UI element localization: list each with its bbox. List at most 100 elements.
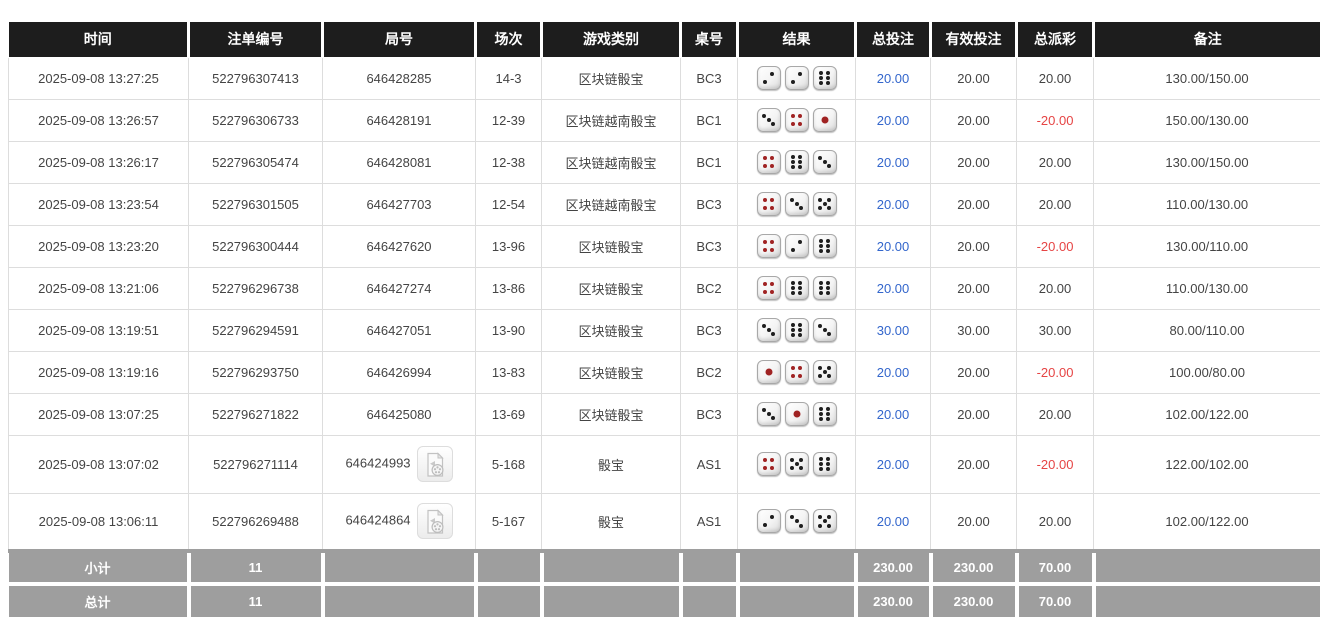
cell-valid-bet: 20.00 [930, 56, 1017, 100]
subtotal-empty-cell [539, 549, 681, 584]
total-empty-cell [1091, 582, 1320, 617]
dice-2-icon [756, 509, 781, 534]
cell-remark: 110.00/130.00 [1093, 266, 1320, 310]
cell-time: 2025-09-08 13:19:16 [8, 350, 189, 394]
cell-game-type: 区块链骰宝 [541, 56, 681, 100]
round-id-text: 646428081 [366, 154, 432, 170]
cell-round-id: 646427274 [322, 266, 476, 310]
table-row: 2025-09-08 13:07:25 522796271822 646425080… [8, 392, 1320, 436]
subtotal-valid-bet: 230.00 [928, 549, 1017, 584]
dice-3-icon [756, 318, 781, 342]
cell-result [737, 350, 856, 394]
cell-session: 5-167 [475, 492, 542, 552]
cell-total-bet[interactable]: 20.00 [855, 56, 931, 100]
subtotal-total-payout: 70.00 [1014, 549, 1094, 584]
table-row: 2025-09-08 13:23:54 522796301505 646427703… [8, 182, 1320, 226]
subtotal-empty-cell [678, 549, 738, 584]
cell-valid-bet: 20.00 [930, 350, 1017, 394]
total-total-bet: 230.00 [853, 582, 931, 617]
cell-valid-bet: 20.00 [930, 266, 1017, 310]
cell-remark: 80.00/110.00 [1093, 308, 1320, 352]
cell-remark: 130.00/150.00 [1093, 140, 1320, 184]
cell-total-bet[interactable]: 20.00 [855, 140, 931, 184]
dice-6-icon [812, 452, 837, 476]
round-id-text: 646427274 [366, 280, 432, 296]
cell-bet-id: 522796307413 [188, 56, 323, 100]
cell-time: 2025-09-08 13:07:25 [8, 392, 189, 436]
cell-game-type: 区块链骰宝 [541, 224, 681, 268]
video-file-icon [424, 451, 446, 481]
cell-table-no: BC3 [680, 308, 738, 352]
cell-bet-id: 522796271114 [188, 434, 323, 494]
cell-result [737, 224, 856, 268]
cell-total-bet[interactable]: 20.00 [855, 182, 931, 226]
cell-result [737, 140, 856, 184]
dice-4-icon [756, 234, 781, 258]
cell-session: 13-69 [475, 392, 542, 436]
cell-result [737, 392, 856, 436]
cell-bet-id: 522796271822 [188, 392, 323, 436]
cell-session: 12-38 [475, 140, 542, 184]
dice-1-icon [756, 360, 781, 384]
cell-total-payout: -20.00 [1016, 224, 1094, 268]
cell-total-payout: -20.00 [1016, 98, 1094, 142]
cell-round-id: 646428285 [322, 56, 476, 100]
cell-total-bet[interactable]: 20.00 [855, 492, 931, 552]
cell-time: 2025-09-08 13:19:51 [8, 308, 189, 352]
table-row: 2025-09-08 13:27:25 522796307413 646428285… [8, 56, 1320, 100]
cell-remark: 100.00/80.00 [1093, 350, 1320, 394]
cell-total-bet[interactable]: 20.00 [855, 392, 931, 436]
cell-table-no: AS1 [680, 434, 738, 494]
round-id-text: 646424864 [345, 512, 411, 528]
col-header-round-id: 局号 [321, 22, 476, 58]
col-header-remark: 备注 [1092, 22, 1320, 58]
cell-round-id: 646428191 [322, 98, 476, 142]
dice-6-icon [812, 234, 837, 258]
dice-6-icon [784, 318, 809, 342]
cell-round-id: 646424864 [322, 492, 476, 552]
cell-total-bet[interactable]: 20.00 [855, 350, 931, 394]
subtotal-count: 11 [186, 549, 323, 584]
cell-valid-bet: 20.00 [930, 434, 1017, 494]
cell-bet-id: 522796294591 [188, 308, 323, 352]
cell-total-payout: 20.00 [1016, 492, 1094, 552]
cell-total-bet[interactable]: 20.00 [855, 224, 931, 268]
cell-total-bet[interactable]: 20.00 [855, 434, 931, 494]
cell-remark: 122.00/102.00 [1093, 434, 1320, 494]
dice-1-icon [812, 108, 837, 132]
table-row: 2025-09-08 13:21:06 522796296738 646427274… [8, 266, 1320, 310]
cell-bet-id: 522796300444 [188, 224, 323, 268]
cell-time: 2025-09-08 13:26:17 [8, 140, 189, 184]
cell-bet-id: 522796293750 [188, 350, 323, 394]
cell-game-type: 区块链骰宝 [541, 350, 681, 394]
dice-2-icon [784, 234, 809, 258]
dice-4-icon [756, 192, 781, 216]
dice-6-icon [812, 276, 837, 300]
cell-valid-bet: 20.00 [930, 98, 1017, 142]
round-id-text: 646425080 [366, 406, 432, 422]
cell-table-no: BC3 [680, 392, 738, 436]
cell-time: 2025-09-08 13:23:20 [8, 224, 189, 268]
dice-5-icon [812, 192, 837, 216]
cell-table-no: AS1 [680, 492, 738, 552]
dice-6-icon [784, 276, 809, 300]
table-row: 2025-09-08 13:19:51 522796294591 646427051… [8, 308, 1320, 352]
cell-remark: 102.00/122.00 [1093, 492, 1320, 552]
video-replay-button[interactable] [416, 503, 453, 540]
table-header-row: 时间 注单编号 局号 场次 游戏类别 桌号 结果 总投注 有效投注 总派彩 备注 [8, 22, 1320, 58]
cell-valid-bet: 20.00 [930, 140, 1017, 184]
video-replay-button[interactable] [416, 446, 453, 482]
cell-total-bet[interactable]: 30.00 [855, 308, 931, 352]
cell-round-id: 646426994 [322, 350, 476, 394]
cell-session: 13-83 [475, 350, 542, 394]
cell-total-bet[interactable]: 20.00 [855, 266, 931, 310]
subtotal-empty-cell [735, 549, 856, 584]
cell-table-no: BC2 [680, 266, 738, 310]
cell-game-type: 区块链骰宝 [541, 308, 681, 352]
cell-game-type: 区块链骰宝 [541, 266, 681, 310]
col-header-time: 时间 [8, 22, 189, 58]
cell-total-bet[interactable]: 20.00 [855, 98, 931, 142]
round-id-text: 646428191 [366, 112, 432, 128]
cell-round-id: 646427051 [322, 308, 476, 352]
